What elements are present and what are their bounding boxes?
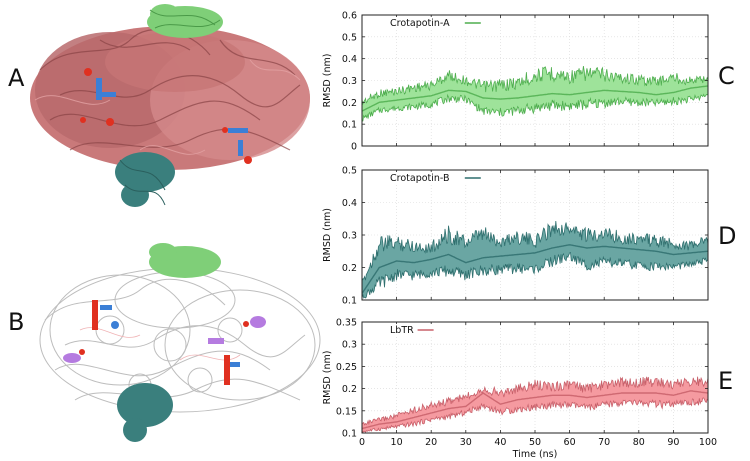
- x-tick-label: 30: [460, 437, 472, 448]
- x-tick-label: 80: [633, 437, 645, 448]
- rmsd-upper-line: [361, 66, 709, 106]
- x-axis-title: Time (ns): [512, 449, 558, 460]
- rmsd-lower-line: [361, 397, 709, 433]
- legend-label: Crotapotin-B: [390, 173, 450, 184]
- legend-label: Crotapotin-A: [390, 18, 450, 29]
- rmsd-mean-line: [361, 85, 709, 112]
- y-tick-label: 0.35: [336, 318, 357, 329]
- x-tick-label: 100: [699, 437, 717, 448]
- rmsd-mean-line: [361, 390, 709, 430]
- legend-background: [386, 172, 495, 185]
- y-tick-label: 0: [351, 142, 357, 153]
- legend-background: [386, 324, 445, 337]
- y-axis-title: RMSD (nm): [322, 54, 333, 108]
- protein-cartoon-image-a: [30, 4, 310, 207]
- y-axis-title: RMSD (nm): [322, 351, 333, 405]
- rmsd-lower-line: [361, 93, 709, 122]
- x-tick-label: 10: [391, 437, 403, 448]
- rmsd-mean-line: [361, 244, 708, 294]
- y-tick-label: 0.1: [342, 296, 357, 307]
- rmsd-lower-line: [361, 252, 709, 299]
- x-tick-label: 20: [425, 437, 437, 448]
- rmsd-upper-line: [361, 376, 709, 426]
- x-tick-label: 70: [598, 437, 610, 448]
- x-tick-label: 40: [494, 437, 506, 448]
- y-tick-label: 0.5: [342, 32, 357, 43]
- x-tick-label: 50: [529, 437, 541, 448]
- y-tick-label: 0.4: [342, 198, 357, 209]
- y-tick-label: 0.4: [342, 54, 357, 65]
- panel-label-e: E: [718, 367, 733, 395]
- rmsd-chart-crotapotin-b: 0.1 0.2 0.3 0.4 0.5 RMSD (nm) Crotapotin-B: [322, 166, 709, 307]
- panel-label-d: D: [718, 222, 736, 250]
- y-tick-label: 0.5: [342, 166, 357, 177]
- x-tick-label: 60: [564, 437, 576, 448]
- protein-trace-image-b: [39, 243, 321, 442]
- rmsd-band: [362, 66, 708, 122]
- y-tick-label: 0.3: [342, 76, 357, 87]
- panel-label-b: B: [8, 308, 24, 336]
- x-tick-label: 0: [359, 437, 365, 448]
- y-tick-label: 0.3: [342, 231, 357, 242]
- y-tick-label: 0.2: [342, 384, 357, 395]
- panel-label-c: C: [718, 62, 735, 90]
- rmsd-band: [362, 376, 708, 433]
- legend-label: LbTR: [390, 325, 414, 336]
- rmsd-chart-crotapotin-a: 0 0.1 0.2 0.3 0.4 0.5 0.6 RMSD (nm) Crotapotin-A: [322, 11, 709, 153]
- legend-background: [386, 17, 495, 30]
- y-tick-label: 0.1: [342, 120, 357, 131]
- y-tick-label: 0.3: [342, 340, 357, 351]
- panel-label-a: A: [8, 64, 25, 92]
- rmsd-upper-line: [361, 220, 709, 281]
- y-tick-label: 0.25: [336, 362, 357, 373]
- y-tick-label: 0.2: [342, 98, 357, 109]
- y-axis-title: RMSD (nm): [322, 208, 333, 262]
- y-tick-label: 0.15: [336, 406, 357, 417]
- rmsd-band: [362, 221, 708, 299]
- y-tick-label: 0.2: [342, 263, 357, 274]
- x-tick-label: 90: [667, 437, 679, 448]
- y-tick-label: 0.6: [342, 11, 357, 22]
- y-tick-label: 0.1: [342, 429, 357, 440]
- rmsd-chart-lbtr: 0 10 20 30 40 50 60 70 80 90 100 0.1 0.15 0.2 0.25 0.3 0…: [322, 318, 717, 461]
